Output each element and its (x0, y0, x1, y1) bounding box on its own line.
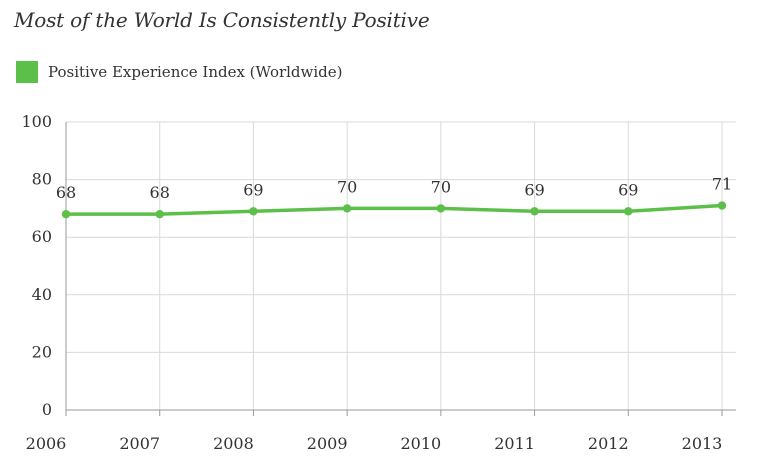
x-tick-label: 2008 (213, 434, 254, 453)
data-point (155, 209, 164, 219)
data-point (61, 209, 71, 219)
legend-swatch (16, 61, 38, 83)
y-tick-label: 20 (32, 342, 52, 361)
data-point (436, 204, 446, 213)
chart-title: Most of the World Is Consistently Positi… (14, 8, 430, 32)
x-tick-label: 2006 (26, 434, 67, 453)
y-tick-label: 80 (32, 170, 52, 189)
legend: Positive Experience Index (Worldwide) (16, 60, 343, 84)
data-label: 71 (712, 175, 732, 194)
data-label: 69 (243, 180, 263, 199)
series-line (64, 203, 724, 216)
x-tick-label: 2010 (400, 434, 441, 453)
x-tick-label: 2007 (119, 434, 160, 453)
y-tick-label: 100 (21, 112, 52, 131)
x-tick-label: 2012 (588, 434, 629, 453)
y-tick-label: 60 (32, 227, 52, 246)
axes: 0 20 40 60 80 100 2006 2007 2008 2009 2010 2011 2012… (21, 112, 736, 453)
data-label: 69 (524, 180, 544, 199)
data-point (249, 207, 258, 216)
data-label: 68 (150, 183, 170, 202)
data-label: 70 (337, 177, 357, 196)
x-tick-label: 2011 (494, 434, 535, 453)
y-tick-label: 0 (42, 400, 52, 419)
y-tick-label: 40 (32, 285, 52, 304)
x-tick-label: 2013 (682, 434, 723, 453)
data-point (624, 207, 633, 216)
data-label: 68 (56, 183, 76, 202)
data-label: 70 (431, 177, 451, 196)
data-point (530, 207, 539, 216)
data-label: 69 (618, 180, 638, 199)
data-labels: 68 68 69 70 70 69 69 71 (56, 175, 732, 203)
series-layer (61, 201, 727, 219)
data-point (717, 201, 727, 210)
legend-label: Positive Experience Index (Worldwide) (48, 63, 343, 81)
x-tick-label: 2009 (307, 434, 348, 453)
grid (65, 121, 736, 410)
data-point (342, 204, 352, 213)
